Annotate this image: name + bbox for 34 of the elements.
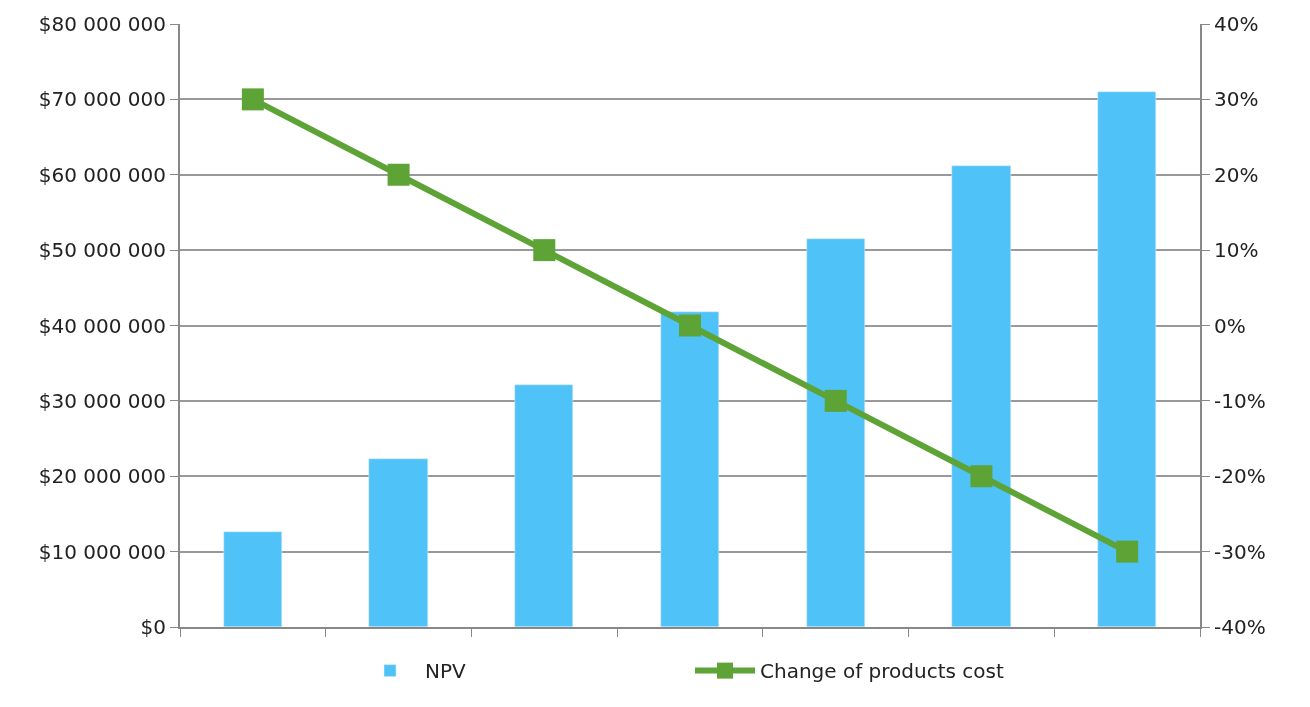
bar — [223, 531, 282, 627]
legend-label: Change of products cost — [760, 659, 1004, 684]
y2-tick-label: -20% — [1214, 464, 1266, 489]
y-tick-label: $60 000 000 — [38, 162, 166, 187]
y2-tick-label: -40% — [1214, 615, 1266, 639]
y2-tick-label: 20% — [1214, 162, 1259, 187]
point — [970, 465, 993, 488]
y-tick-label: $50 000 000 — [38, 238, 166, 263]
y-tick-label: $10 000 000 — [38, 539, 166, 564]
y-tick-label: $70 000 000 — [38, 87, 166, 112]
y-tick-label: $80 000 000 — [38, 12, 166, 36]
y2-tick-label: 30% — [1214, 87, 1259, 112]
y2-tick-label: 40% — [1214, 12, 1259, 36]
point — [679, 314, 701, 337]
point — [824, 389, 847, 412]
y2-tick-label: 0% — [1214, 313, 1246, 338]
point — [533, 239, 556, 262]
legend-label: NPV — [425, 659, 467, 684]
y2-tick-label: -30% — [1214, 539, 1266, 564]
point — [387, 163, 410, 186]
y-tick-label: $20 000 000 — [38, 464, 166, 489]
bar — [514, 384, 573, 627]
bar — [660, 311, 719, 627]
y-tick-label: $30 000 000 — [38, 388, 166, 413]
y2-tick-label: 10% — [1214, 238, 1259, 263]
y2-tick-label: -10% — [1214, 388, 1266, 413]
bar — [806, 238, 865, 627]
bar — [1097, 91, 1156, 627]
y-tick-label: $0 — [140, 615, 166, 639]
point — [1116, 540, 1139, 563]
point — [241, 88, 264, 111]
bar — [368, 458, 428, 627]
bar — [951, 165, 1011, 627]
y-tick-label: $40 000 000 — [38, 313, 166, 338]
